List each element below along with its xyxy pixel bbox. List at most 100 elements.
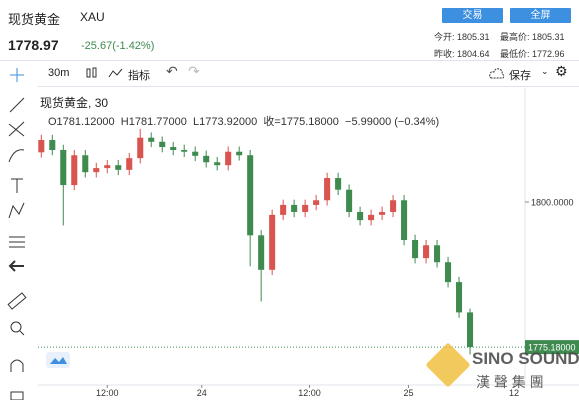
candle-body xyxy=(159,141,166,148)
pattern-tool[interactable] xyxy=(8,202,25,219)
candle-body xyxy=(456,282,463,313)
zoom-tool[interactable] xyxy=(10,321,25,336)
ruler-tool[interactable] xyxy=(7,292,27,310)
watermark-brand: SINO SOUND xyxy=(472,349,579,368)
watermark-group: 漢 聲 集 團 xyxy=(476,374,544,390)
legend-close: 收=1775.18000 xyxy=(263,116,339,128)
candle-body xyxy=(181,149,188,152)
candle-body xyxy=(38,140,45,153)
candle-body xyxy=(412,240,419,259)
stat-value: 1805.31 xyxy=(532,32,565,42)
candle-icon[interactable] xyxy=(84,66,98,80)
y-tick-label: 1800.0000 xyxy=(531,198,574,208)
symbol-name: 现货黄金 xyxy=(8,12,61,27)
divider xyxy=(38,86,579,87)
interval-button[interactable]: 30m xyxy=(48,67,70,79)
candle-body xyxy=(390,200,397,212)
undo-button[interactable]: ↶ xyxy=(166,63,178,79)
cloud-icon[interactable] xyxy=(488,66,506,80)
indicator-button[interactable]: 指标 xyxy=(128,70,150,82)
candle-body xyxy=(82,155,89,173)
candle-body xyxy=(467,312,474,348)
candle-body xyxy=(269,214,276,270)
candle-body xyxy=(49,140,56,150)
logo-badge[interactable] xyxy=(46,352,70,368)
last-price-label: 1775.18000 xyxy=(528,343,576,353)
legend-change: −5.99000 (−0.34%) xyxy=(345,116,440,128)
ohlc-legend: O1781.12000 H1781.77000 L1773.92000 收=17… xyxy=(48,113,439,129)
candle-body xyxy=(247,155,254,236)
candle-body xyxy=(236,151,243,156)
candle-body xyxy=(379,211,386,215)
candle-body xyxy=(115,165,122,170)
candle-body xyxy=(302,204,309,212)
candle-body xyxy=(291,204,298,212)
stat-value: 1805.31 xyxy=(457,32,490,42)
magnet-tool[interactable] xyxy=(10,359,24,372)
x-tick-label: 12 xyxy=(509,388,519,398)
x-tick-label: 12:00 xyxy=(298,388,321,398)
save-menu[interactable]: ⌄ xyxy=(541,66,549,76)
candle-body xyxy=(280,204,287,215)
back-tool[interactable] xyxy=(8,260,24,272)
price-change: -25.67(-1.42%) xyxy=(81,40,155,52)
x-tick-label: 24 xyxy=(197,388,207,398)
fib-tool[interactable] xyxy=(8,121,25,137)
price: 1778.97 xyxy=(8,37,59,53)
candle-body xyxy=(434,245,441,263)
candle-body xyxy=(60,149,67,186)
x-tick-label: 12:00 xyxy=(96,388,119,398)
text-tool[interactable] xyxy=(11,178,23,193)
drawing-toolbar xyxy=(7,68,27,400)
candle-body xyxy=(445,262,452,283)
stat-value: 1772.96 xyxy=(532,49,565,59)
stat-label: 最低价: xyxy=(500,49,530,59)
candle-body xyxy=(148,137,155,142)
candle-body xyxy=(324,178,331,201)
legend-high: H1781.77000 xyxy=(120,116,187,128)
candle-body xyxy=(126,158,133,170)
symbol-code: XAU xyxy=(80,10,105,24)
candle-body xyxy=(93,168,100,173)
candle-body xyxy=(214,162,221,166)
trendline-tool[interactable] xyxy=(9,97,25,113)
candle-body xyxy=(104,165,111,169)
settings-button[interactable]: ⚙ xyxy=(555,63,568,79)
trade-button[interactable]: 交易 xyxy=(442,8,503,23)
candle-body xyxy=(335,178,342,190)
divider xyxy=(0,60,579,61)
candle-body xyxy=(225,151,232,166)
crosshair-tool[interactable] xyxy=(10,68,24,82)
candle-body xyxy=(203,155,210,163)
candle-body xyxy=(71,155,78,186)
x-tick-label: 25 xyxy=(403,388,413,398)
fullscreen-button[interactable]: 全屏 xyxy=(510,8,571,23)
candle-body xyxy=(137,137,144,159)
lock-tool[interactable] xyxy=(10,391,24,400)
redo-button[interactable]: ↷ xyxy=(188,63,200,79)
stat-label: 最高价: xyxy=(500,32,530,42)
indicator-icon[interactable] xyxy=(108,66,124,80)
candle-body xyxy=(368,214,375,221)
chart-interval: 30 xyxy=(94,96,109,110)
stat-label: 昨收: xyxy=(434,49,455,59)
candle-body xyxy=(313,200,320,205)
legend-low: L1773.92000 xyxy=(192,116,258,128)
candle-body xyxy=(258,235,265,270)
stat-label: 今开: xyxy=(434,32,455,42)
candle-body xyxy=(170,147,177,150)
save-button[interactable]: 保存 xyxy=(509,70,531,82)
candle-body xyxy=(346,189,353,212)
measure-tool[interactable] xyxy=(9,236,25,248)
last-price-tag xyxy=(525,340,579,355)
candle-body xyxy=(192,151,199,156)
chart-title: 现货黄金, 30 xyxy=(40,96,109,110)
legend-open: O1781.12000 xyxy=(48,116,115,128)
stat-value: 1804.64 xyxy=(457,49,490,59)
brush-tool[interactable] xyxy=(8,149,25,163)
candle-body xyxy=(423,245,430,259)
candle-body xyxy=(357,211,364,221)
chart-symbol: 现货黄金 xyxy=(40,96,89,110)
